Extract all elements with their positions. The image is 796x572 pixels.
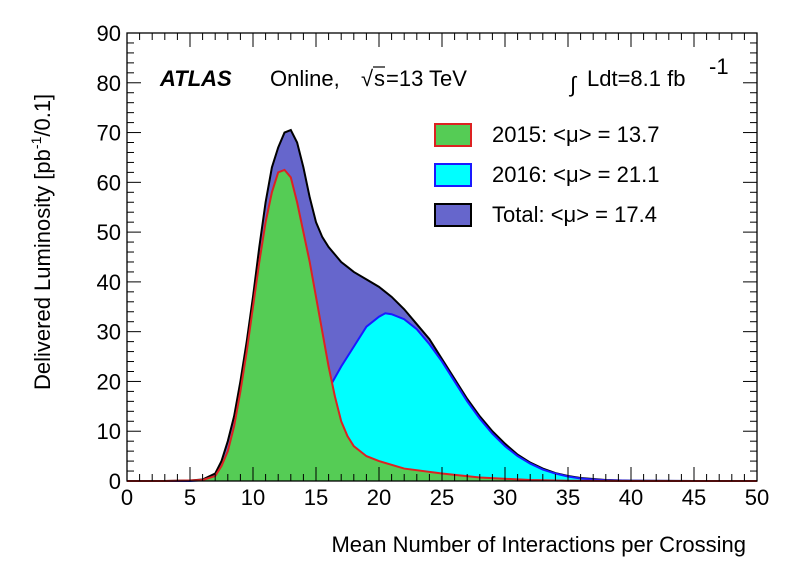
legend-label-2015: 2015: <μ> = 13.7 (492, 122, 659, 147)
y-tick-label: 40 (97, 270, 121, 295)
x-tick-label: 25 (430, 485, 454, 510)
integral-symbol: ∫ (568, 72, 578, 97)
y-tick-label: 10 (97, 419, 121, 444)
x-tick-label: 30 (493, 485, 517, 510)
y-tick-label: 20 (97, 369, 121, 394)
experiment-label: ATLAS (159, 66, 232, 91)
y-tick-label: 80 (97, 71, 121, 96)
x-tick-label: 5 (184, 485, 196, 510)
legend: 2015: <μ> = 13.7 2016: <μ> = 21.1 Total:… (434, 122, 659, 227)
series-layer (127, 128, 757, 482)
status-label: Online, (270, 66, 340, 91)
x-axis-title: Mean Number of Interactions per Crossing (331, 532, 746, 557)
legend-label-2016: 2016: <μ> = 21.1 (492, 162, 659, 187)
series-2016-area (127, 313, 757, 481)
y-tick-label: 30 (97, 320, 121, 345)
y-tick-label: 0 (109, 469, 121, 494)
lumi-text: Ldt=8.1 fb (587, 66, 685, 91)
series-2015-line (127, 168, 757, 482)
legend-swatch-total (434, 203, 472, 227)
sqrt-symbol: √ (361, 66, 374, 91)
y-axis-title-tail: /0.1] (30, 94, 55, 137)
y-tick-label: 50 (97, 220, 121, 245)
x-tick-label: 15 (304, 485, 328, 510)
svg-text:Delivered Luminosity [pb-1/0.1: Delivered Luminosity [pb-1/0.1] (28, 94, 55, 390)
series-2015-area (127, 169, 757, 481)
legend-swatch-2016 (434, 163, 472, 187)
y-axis-title: Delivered Luminosity [pb-1/0.1] (28, 94, 55, 390)
energy-value: =13 TeV (386, 66, 467, 91)
y-axis: 0 10 20 30 40 50 60 70 80 90 (97, 21, 757, 494)
x-tick-label: 50 (745, 485, 769, 510)
y-tick-label: 60 (97, 170, 121, 195)
x-tick-label: 35 (556, 485, 580, 510)
x-axis: 0 5 10 15 20 25 30 35 40 45 50 (121, 33, 769, 510)
y-axis-title-main: Delivered Luminosity [pb (30, 149, 55, 390)
x-tick-label: 45 (682, 485, 706, 510)
y-tick-label: 70 (97, 121, 121, 146)
x-tick-label: 40 (619, 485, 643, 510)
x-tick-label: 10 (241, 485, 265, 510)
y-axis-title-exponent: -1 (28, 136, 44, 149)
x-tick-label: 20 (367, 485, 391, 510)
x-tick-label: 0 (121, 485, 133, 510)
legend-swatch-2015 (434, 123, 472, 147)
legend-label-total: Total: <μ> = 17.4 (492, 202, 657, 227)
y-tick-label: 90 (97, 21, 121, 46)
energy-symbol: s (374, 66, 385, 91)
lumi-exponent: -1 (709, 54, 729, 79)
